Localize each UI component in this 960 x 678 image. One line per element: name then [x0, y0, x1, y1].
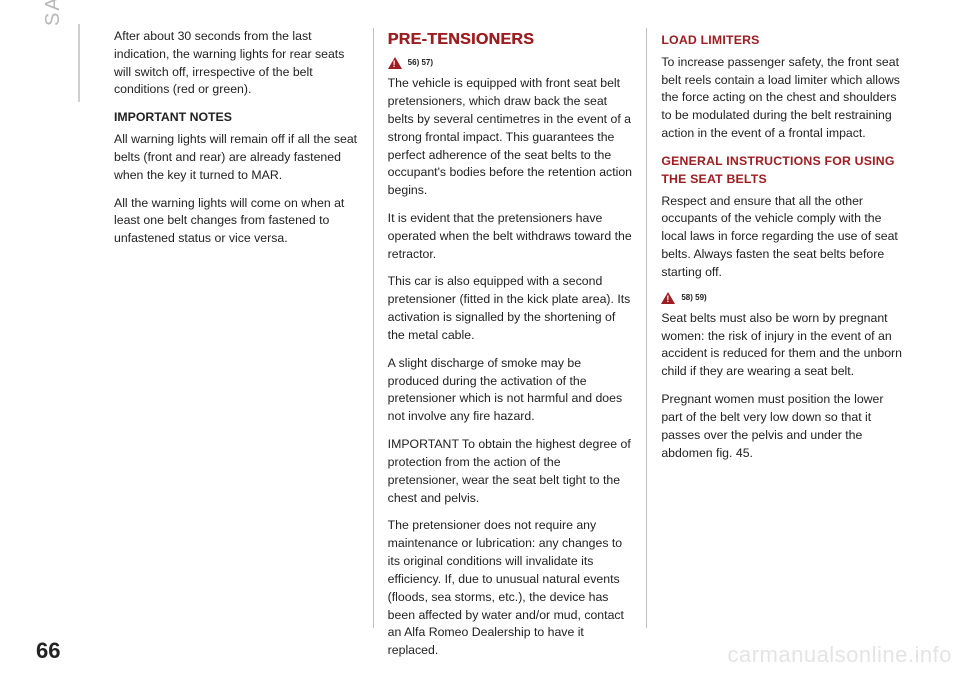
- section-heading: GENERAL INSTRUCTIONS FOR USING THE SEAT …: [661, 153, 906, 189]
- body-text: Seat belts must also be worn by pregnant…: [661, 310, 906, 381]
- content-columns: After about 30 seconds from the last ind…: [100, 28, 920, 628]
- section-heading: LOAD LIMITERS: [661, 32, 906, 50]
- body-text: Respect and ensure that all the other oc…: [661, 193, 906, 282]
- warning-reference: 58) 59): [661, 292, 906, 304]
- section-label: SAFETY: [42, 0, 65, 26]
- body-text: All the warning lights will come on when…: [114, 195, 359, 248]
- watermark: carmanualsonline.info: [727, 642, 952, 668]
- section-heading: PRE-TENSIONERS: [388, 28, 633, 51]
- warning-icon: [388, 57, 402, 69]
- body-text: The vehicle is equipped with front seat …: [388, 75, 633, 200]
- body-text: The pretensioner does not require any ma…: [388, 517, 633, 660]
- page-number: 66: [36, 638, 60, 664]
- body-text: It is evident that the pretensioners hav…: [388, 210, 633, 263]
- body-text: IMPORTANT To obtain the highest degree o…: [388, 436, 633, 507]
- warning-ref-text: 56) 57): [408, 57, 433, 69]
- body-text: To increase passenger safety, the front …: [661, 54, 906, 143]
- body-text: All warning lights will remain off if al…: [114, 131, 359, 184]
- manual-page: SAFETY After about 30 seconds from the l…: [0, 0, 960, 678]
- warning-ref-text: 58) 59): [681, 292, 706, 304]
- column-2: PRE-TENSIONERS 56) 57) The vehicle is eq…: [373, 28, 647, 628]
- warning-reference: 56) 57): [388, 57, 633, 69]
- body-text: This car is also equipped with a second …: [388, 273, 633, 344]
- column-1: After about 30 seconds from the last ind…: [100, 28, 373, 628]
- column-3: LOAD LIMITERS To increase passenger safe…: [646, 28, 920, 628]
- body-text: A slight discharge of smoke may be produ…: [388, 355, 633, 426]
- warning-icon: [661, 292, 675, 304]
- side-divider: [78, 24, 80, 102]
- body-text: Pregnant women must position the lower p…: [661, 391, 906, 462]
- subheading: IMPORTANT NOTES: [114, 109, 359, 127]
- body-text: After about 30 seconds from the last ind…: [114, 28, 359, 99]
